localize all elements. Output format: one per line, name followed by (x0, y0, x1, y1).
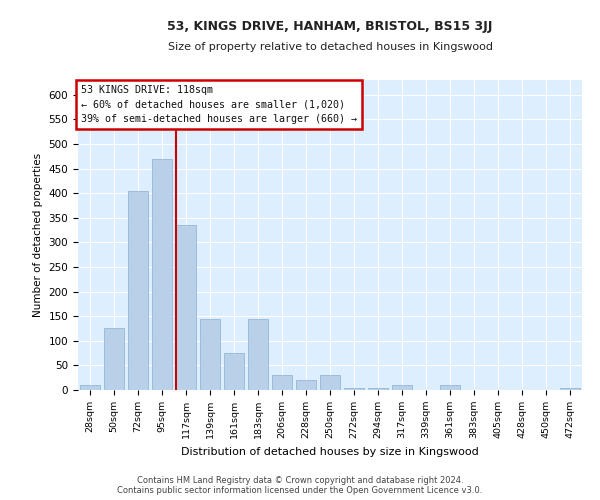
X-axis label: Distribution of detached houses by size in Kingswood: Distribution of detached houses by size … (181, 446, 479, 456)
Text: 53 KINGS DRIVE: 118sqm
← 60% of detached houses are smaller (1,020)
39% of semi-: 53 KINGS DRIVE: 118sqm ← 60% of detached… (80, 84, 356, 124)
Bar (152, 158, 172, 390)
Bar (248, 318, 268, 390)
Bar (200, 318, 220, 390)
Bar (104, 328, 124, 390)
Bar (80, 385, 100, 390)
Text: 53, KINGS DRIVE, HANHAM, BRISTOL, BS15 3JJ: 53, KINGS DRIVE, HANHAM, BRISTOL, BS15 3… (167, 20, 493, 33)
Text: Contains HM Land Registry data © Crown copyright and database right 2024.: Contains HM Land Registry data © Crown c… (137, 476, 463, 485)
Bar (224, 353, 244, 390)
Text: Contains public sector information licensed under the Open Government Licence v3: Contains public sector information licen… (118, 486, 482, 495)
Bar (440, 385, 460, 390)
Bar (320, 375, 340, 390)
Bar (368, 388, 388, 390)
Bar (392, 385, 412, 390)
Text: Size of property relative to detached houses in Kingswood: Size of property relative to detached ho… (167, 42, 493, 52)
Bar (344, 388, 364, 390)
Bar (128, 190, 148, 390)
Bar (272, 375, 292, 390)
Bar (296, 380, 316, 390)
Bar (560, 388, 580, 390)
Y-axis label: Number of detached properties: Number of detached properties (33, 153, 43, 317)
Bar (176, 225, 196, 390)
